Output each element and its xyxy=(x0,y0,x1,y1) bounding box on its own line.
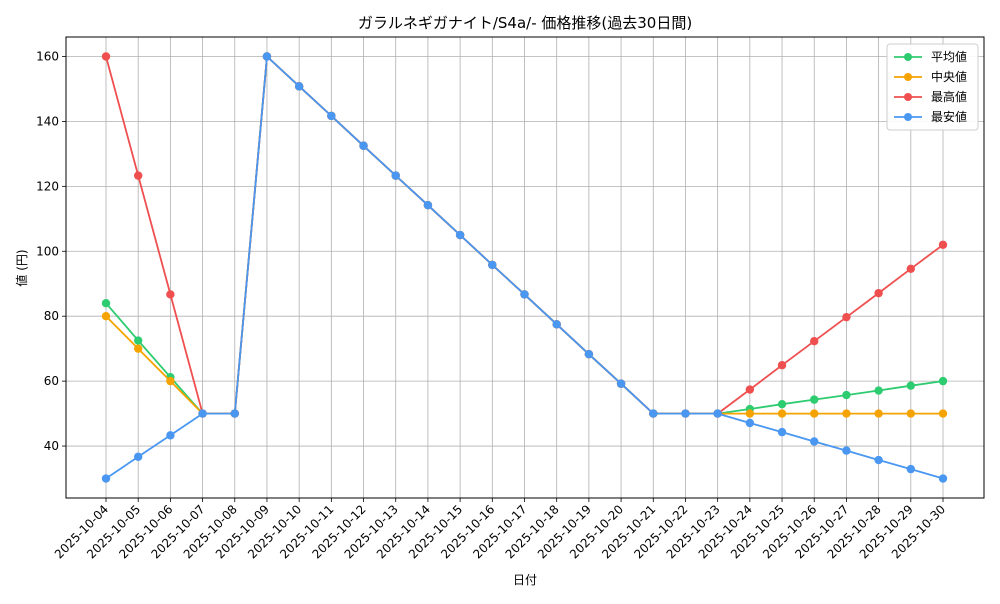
data-point xyxy=(874,409,883,418)
data-point xyxy=(842,446,851,455)
y-axis-label: 値 (円) xyxy=(14,249,29,286)
data-point xyxy=(810,395,819,404)
data-point xyxy=(874,455,883,465)
legend-item: 最高値 xyxy=(894,89,967,104)
y-tick-label: 40 xyxy=(44,439,59,453)
data-point xyxy=(520,290,529,299)
data-point xyxy=(777,427,787,437)
y-tick-label: 80 xyxy=(44,309,59,323)
data-point xyxy=(166,431,175,440)
x-axis-label: 日付 xyxy=(513,573,537,587)
grid-lines xyxy=(66,37,984,498)
data-point xyxy=(198,409,207,418)
data-point xyxy=(584,349,594,359)
y-tick-label: 100 xyxy=(36,244,59,258)
data-point xyxy=(777,399,787,409)
chart-title: ガラルネギガナイト/S4a/- 価格推移(過去30日間) xyxy=(358,14,692,32)
data-point xyxy=(745,418,755,428)
y-axis-ticks: 40 60 80 100 120 140 160 xyxy=(36,49,66,453)
data-point xyxy=(294,82,304,91)
data-point xyxy=(874,386,883,395)
data-point xyxy=(455,230,465,240)
data-point xyxy=(777,361,787,370)
data-point xyxy=(938,474,948,483)
data-point xyxy=(133,452,143,461)
data-point xyxy=(938,240,948,249)
data-point xyxy=(488,260,497,270)
data-point xyxy=(906,409,916,418)
y-tick-label: 140 xyxy=(36,114,59,128)
data-point xyxy=(101,474,111,483)
legend-swatch-marker xyxy=(904,53,912,61)
data-point xyxy=(842,409,851,418)
data-point xyxy=(810,437,819,446)
data-point xyxy=(101,299,111,308)
y-tick-label: 120 xyxy=(36,179,59,193)
data-point xyxy=(777,409,787,418)
data-point xyxy=(745,409,755,418)
legend-box xyxy=(886,43,979,131)
data-point xyxy=(649,409,658,418)
data-point xyxy=(327,111,336,121)
data-point xyxy=(166,290,175,299)
y-tick-label: 60 xyxy=(44,374,59,388)
data-point xyxy=(906,264,916,273)
data-point xyxy=(552,320,561,329)
series-3 xyxy=(101,52,948,483)
legend-item: 最安値 xyxy=(894,109,967,124)
data-point xyxy=(616,379,626,388)
plot-area-frame xyxy=(65,36,985,499)
data-point xyxy=(842,390,851,400)
data-point xyxy=(133,336,143,345)
data-point xyxy=(133,171,143,180)
data-point xyxy=(166,376,175,386)
data-point xyxy=(681,409,690,418)
data-point xyxy=(262,52,272,61)
data-point xyxy=(359,141,368,150)
data-point xyxy=(906,381,916,390)
data-point xyxy=(842,312,851,322)
data-point xyxy=(101,311,111,321)
data-point xyxy=(713,409,722,418)
legend-swatch-marker xyxy=(904,73,912,81)
data-point xyxy=(810,409,819,418)
data-point xyxy=(230,409,239,418)
legend-swatch-marker xyxy=(904,113,912,121)
legend-label: 最安値 xyxy=(931,109,967,124)
legend-label: 平均値 xyxy=(931,49,967,64)
legend-item: 中央値 xyxy=(894,69,967,84)
y-tick-label: 160 xyxy=(36,49,59,63)
data-point xyxy=(391,171,400,180)
series-layer xyxy=(101,52,948,483)
legend-swatch-marker xyxy=(904,93,912,101)
data-point xyxy=(133,344,143,353)
data-point xyxy=(938,376,948,386)
legend-label: 中央値 xyxy=(931,69,967,84)
data-point xyxy=(938,409,948,418)
data-point xyxy=(810,336,819,346)
legend-item: 平均値 xyxy=(894,49,967,64)
data-point xyxy=(906,464,916,474)
data-point xyxy=(745,385,755,394)
legend-label: 最高値 xyxy=(931,89,967,104)
data-point xyxy=(874,288,883,298)
data-point xyxy=(423,200,433,210)
data-point xyxy=(101,52,111,61)
